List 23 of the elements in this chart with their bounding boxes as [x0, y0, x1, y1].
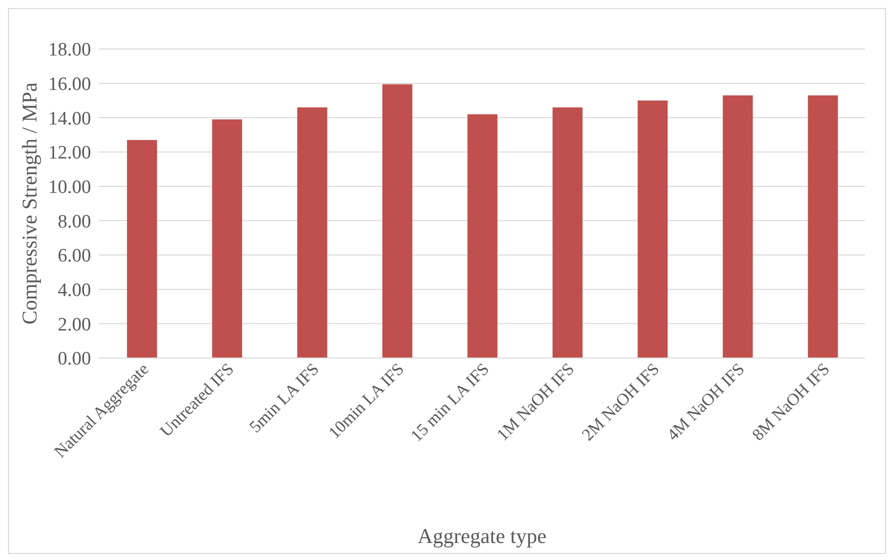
bar [127, 140, 157, 358]
y-tick-label: 8.00 [58, 211, 91, 232]
bar [722, 95, 753, 358]
y-tick-label: 10.00 [48, 177, 91, 198]
bar [382, 84, 412, 358]
y-tick-label: 14.00 [48, 108, 91, 130]
bar [552, 107, 583, 358]
y-tick-label: 2.00 [58, 314, 91, 336]
y-tick-label: 16.00 [48, 74, 91, 96]
y-tick-label: 6.00 [58, 246, 91, 267]
x-tick-label: 5min LA IFS [246, 359, 323, 436]
x-tick-label: 15 min LA IFS [406, 359, 493, 446]
bar [297, 107, 328, 358]
y-tick-label: 18.00 [48, 40, 91, 61]
y-tick-label: 12.00 [48, 142, 91, 164]
y-tick-label: 4.00 [58, 280, 91, 302]
bar [212, 119, 242, 358]
bar [467, 114, 498, 358]
y-axis-title: Compressive Strength / MPa [17, 82, 42, 325]
x-axis-title: Aggregate type [418, 524, 546, 548]
y-tick-label: 0.00 [58, 348, 91, 370]
bar [808, 95, 838, 358]
bar [638, 100, 668, 358]
